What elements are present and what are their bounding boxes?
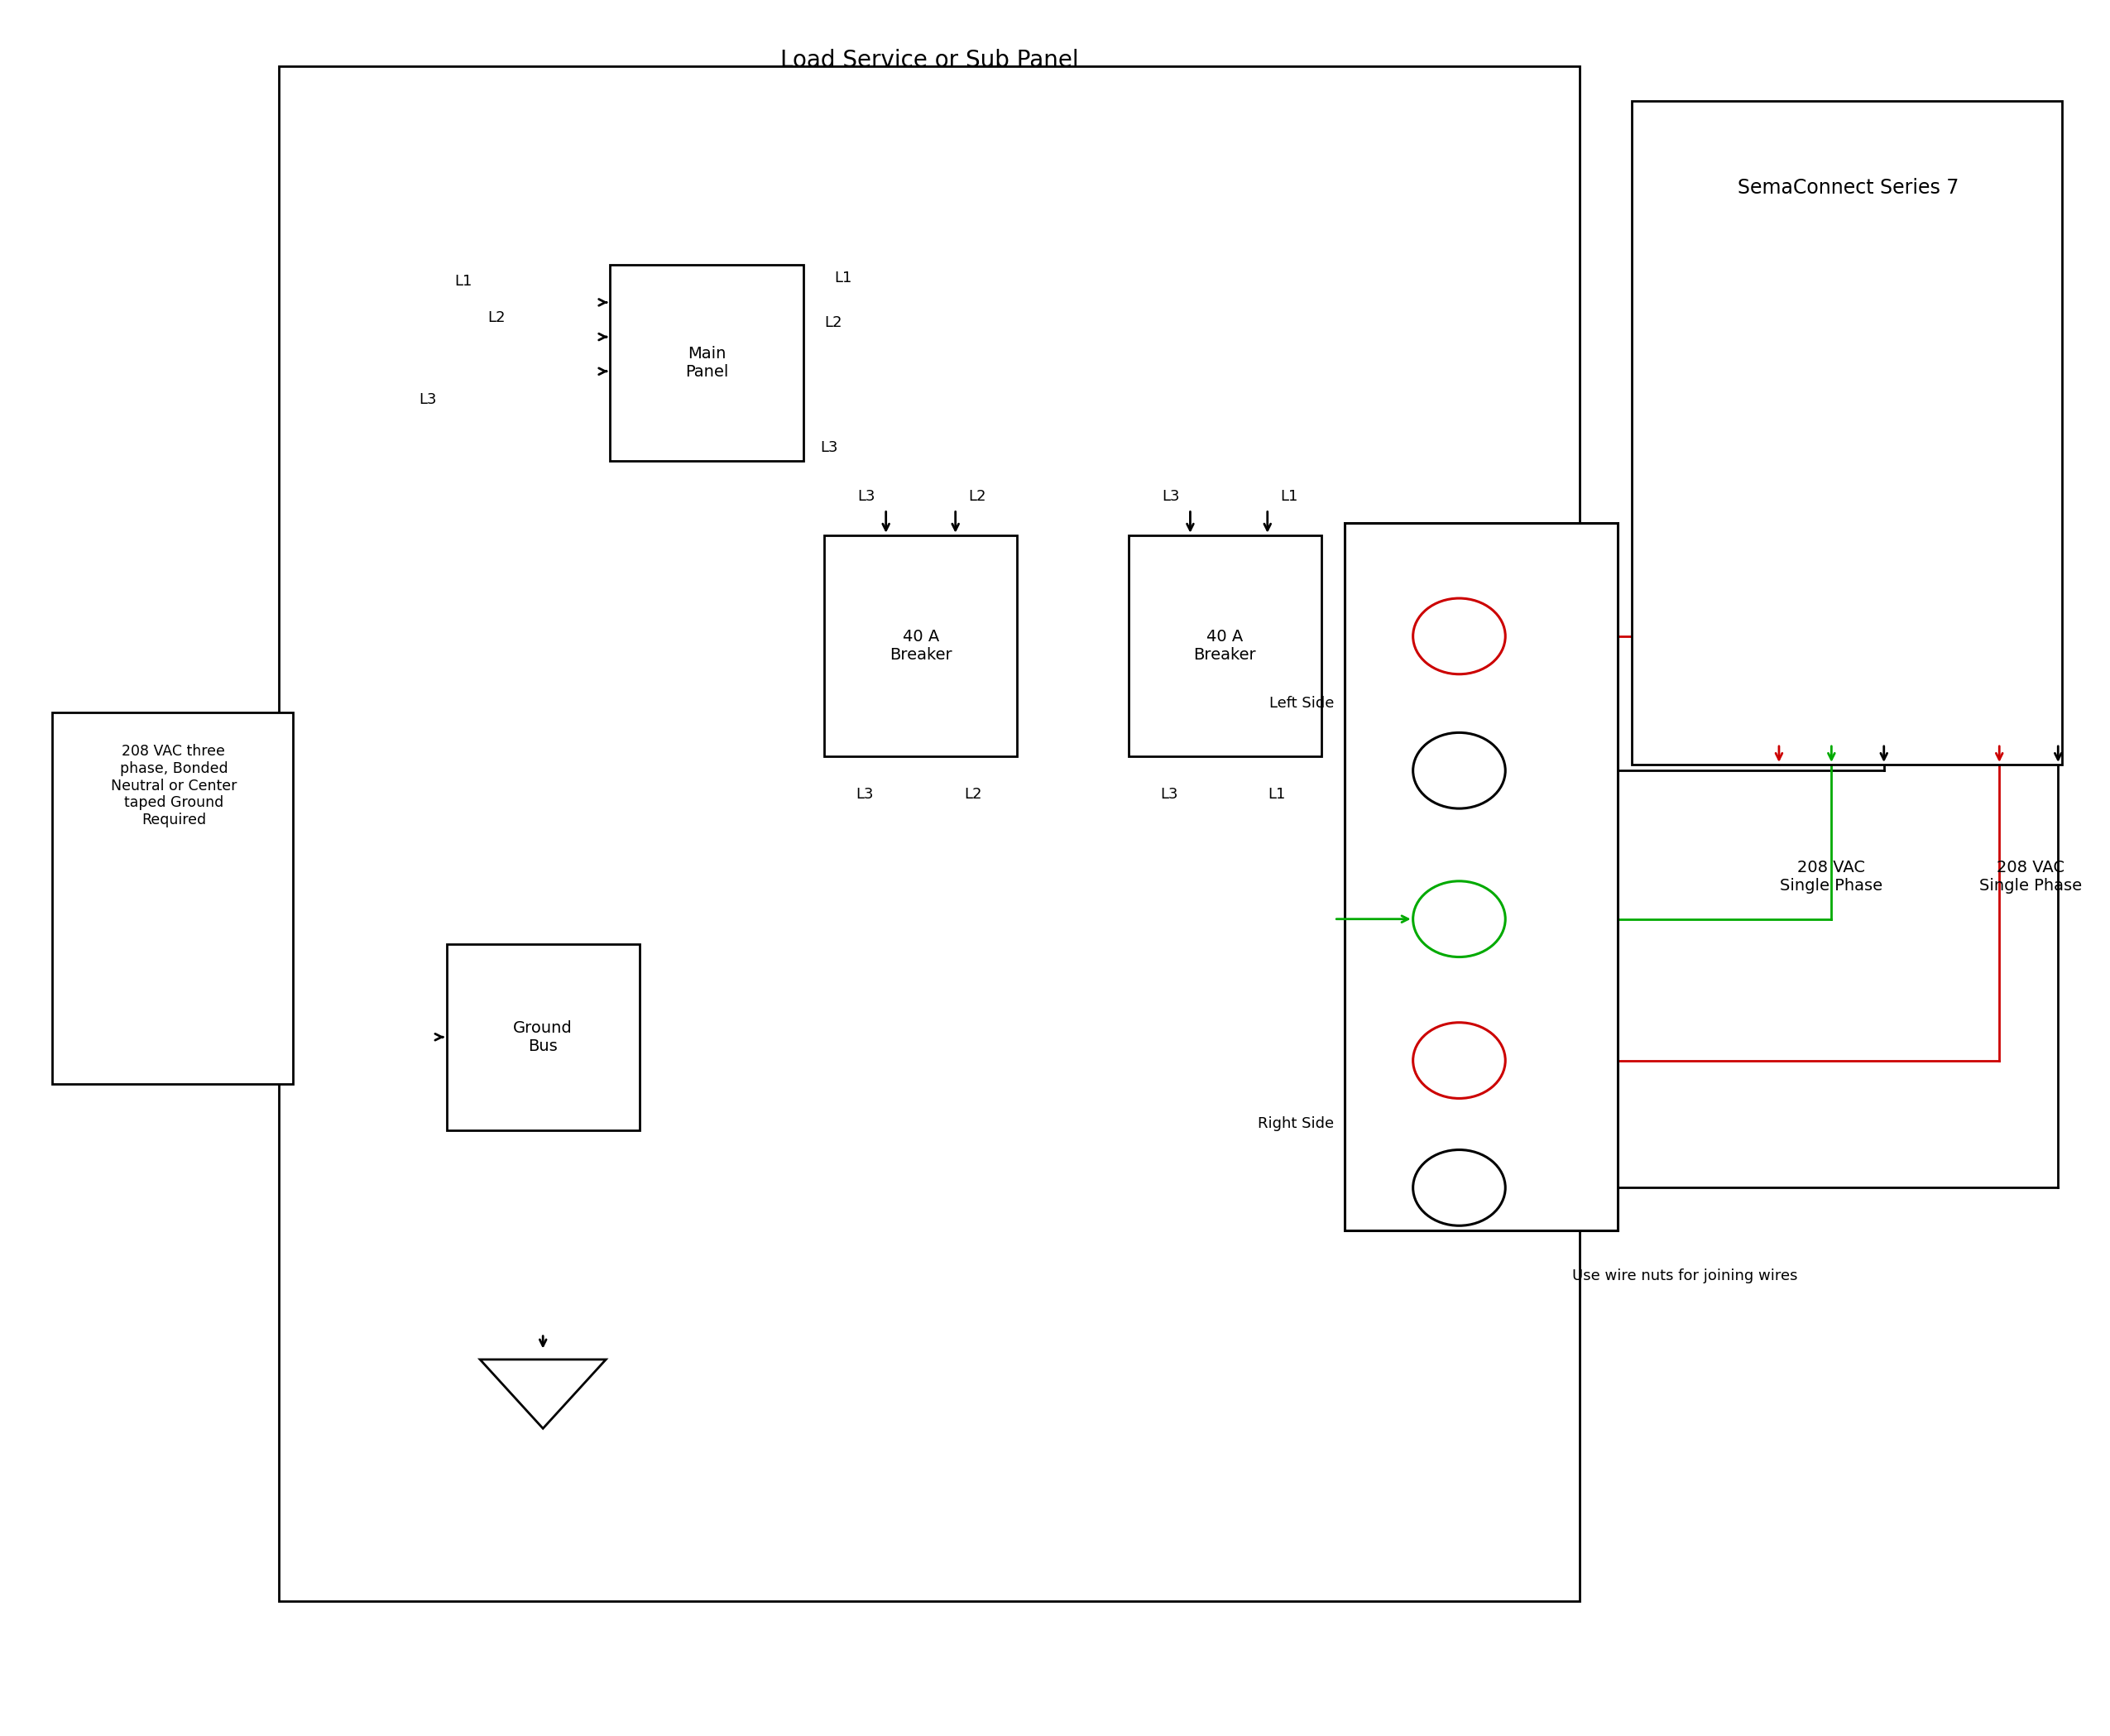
Text: L2: L2: [968, 490, 985, 503]
Bar: [825, 535, 1017, 755]
Text: L1: L1: [1268, 786, 1285, 802]
Text: Left Side: Left Side: [1270, 696, 1334, 710]
Text: SemaConnect Series 7: SemaConnect Series 7: [1739, 179, 1958, 198]
Text: L1: L1: [836, 271, 852, 285]
Bar: [1633, 101, 2061, 764]
Bar: [1344, 523, 1618, 1231]
Bar: [610, 264, 804, 462]
Text: 208 VAC three
phase, Bonded
Neutral or Center
taped Ground
Required: 208 VAC three phase, Bonded Neutral or C…: [110, 743, 236, 828]
Text: Use wire nuts for joining wires: Use wire nuts for joining wires: [1572, 1267, 1798, 1283]
Text: 40 A
Breaker: 40 A Breaker: [1194, 628, 1255, 663]
Text: L3: L3: [1163, 490, 1179, 503]
Bar: [279, 66, 1580, 1601]
Text: 208 VAC
Single Phase: 208 VAC Single Phase: [1979, 859, 2083, 894]
Text: Ground
Bus: Ground Bus: [513, 1021, 572, 1054]
Text: L3: L3: [420, 392, 437, 406]
Text: L3: L3: [857, 786, 874, 802]
Text: L2: L2: [964, 786, 981, 802]
Text: Load Service or Sub Panel: Load Service or Sub Panel: [781, 49, 1078, 71]
Text: L3: L3: [1160, 786, 1177, 802]
Text: L1: L1: [1281, 490, 1298, 503]
Text: L2: L2: [825, 314, 842, 330]
Text: 208 VAC
Single Phase: 208 VAC Single Phase: [1781, 859, 1882, 894]
Text: 40 A
Breaker: 40 A Breaker: [890, 628, 952, 663]
Polygon shape: [479, 1359, 606, 1429]
Text: Main
Panel: Main Panel: [686, 345, 728, 380]
Bar: [1129, 535, 1321, 755]
Bar: [447, 944, 639, 1130]
Text: L1: L1: [454, 274, 473, 288]
Text: L2: L2: [487, 311, 506, 325]
Text: L3: L3: [821, 441, 838, 455]
Text: L3: L3: [857, 490, 876, 503]
Bar: [53, 713, 293, 1083]
Text: Right Side: Right Side: [1258, 1116, 1334, 1132]
